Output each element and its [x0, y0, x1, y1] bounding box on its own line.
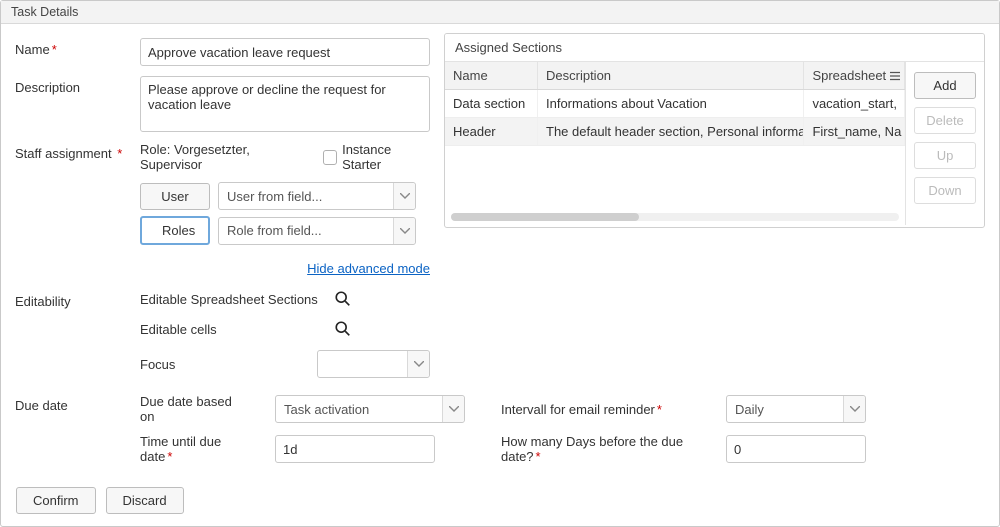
cell-desc: The default header section, Personal inf…: [538, 118, 804, 146]
spacer: [15, 261, 140, 265]
instance-starter-wrap: Instance Starter: [323, 142, 430, 172]
label-editability: Editability: [15, 290, 140, 309]
based-on-text: Task activation: [276, 402, 442, 417]
interval-select[interactable]: Daily: [726, 395, 866, 423]
time-until-label: Time until due date: [140, 434, 221, 464]
description-input[interactable]: Please approve or decline the request fo…: [140, 76, 430, 132]
cell-cols: vacation_start,: [804, 90, 905, 118]
cell-cols: First_name, Na: [804, 118, 905, 146]
cell-name: Header: [445, 118, 538, 146]
staff-user-row: User User from field...: [140, 182, 430, 210]
due-date-controls: Due date based on Task activation Interv…: [140, 394, 985, 464]
instance-starter-label: Instance Starter: [342, 142, 430, 172]
name-input[interactable]: [140, 38, 430, 66]
scroll-thumb[interactable]: [451, 213, 639, 221]
label-description: Description: [15, 76, 140, 95]
label-staff: Staff assignment *: [15, 142, 140, 161]
staff-controls: Role: Vorgesetzter, Supervisor Instance …: [140, 142, 430, 251]
table-row[interactable]: Header The default header section, Perso…: [445, 118, 905, 146]
based-on-select[interactable]: Task activation: [275, 395, 465, 423]
col-name[interactable]: Name: [445, 62, 538, 90]
delete-button[interactable]: Delete: [914, 107, 976, 134]
assigned-table: Name Description Spreadsheet Data sectio…: [445, 62, 905, 146]
interval-label: Intervall for email reminder: [501, 402, 655, 417]
panel-title: Task Details: [1, 1, 999, 24]
label-name-text: Name: [15, 42, 50, 57]
required-marker: *: [117, 146, 122, 161]
task-details-panel: Task Details Name* Description Please ap…: [0, 0, 1000, 527]
col-description[interactable]: Description: [538, 62, 804, 90]
up-button[interactable]: Up: [914, 142, 976, 169]
label-name: Name*: [15, 38, 140, 57]
chevron-down-icon[interactable]: [843, 396, 865, 422]
required-marker: *: [536, 449, 541, 464]
roles-button[interactable]: Roles: [140, 216, 210, 245]
row-advanced-link: Hide advanced mode: [15, 261, 985, 276]
staff-summary: Role: Vorgesetzter, Supervisor: [140, 142, 309, 172]
assigned-header-row: Name Description Spreadsheet: [445, 62, 905, 90]
assigned-sections-panel: Assigned Sections Name Description Sprea…: [444, 33, 985, 228]
editable-sections-label: Editable Spreadsheet Sections: [140, 292, 320, 307]
user-from-field-select[interactable]: User from field...: [218, 182, 416, 210]
discard-button[interactable]: Discard: [106, 487, 184, 514]
add-button[interactable]: Add: [914, 72, 976, 99]
column-menu-icon[interactable]: [887, 68, 903, 84]
time-until-label-wrap: Time until due date*: [140, 434, 255, 464]
horizontal-scrollbar[interactable]: [451, 213, 899, 221]
confirm-button[interactable]: Confirm: [16, 487, 96, 514]
time-until-input[interactable]: [275, 435, 435, 463]
interval-label-wrap: Intervall for email reminder*: [501, 402, 706, 417]
down-button[interactable]: Down: [914, 177, 976, 204]
footer-buttons: Confirm Discard: [16, 487, 184, 514]
search-icon[interactable]: [334, 320, 352, 338]
required-marker: *: [657, 402, 662, 417]
chevron-down-icon[interactable]: [442, 396, 464, 422]
cell-desc: Informations about Vacation: [538, 90, 804, 118]
label-due-date: Due date: [15, 394, 140, 413]
cell-name: Data section: [445, 90, 538, 118]
interval-text: Daily: [727, 402, 843, 417]
focus-select[interactable]: [317, 350, 430, 378]
assigned-table-wrap: Name Description Spreadsheet Data sectio…: [445, 62, 906, 225]
user-button[interactable]: User: [140, 183, 210, 210]
chevron-down-icon[interactable]: [407, 351, 429, 377]
chevron-down-icon[interactable]: [393, 183, 415, 209]
days-before-input[interactable]: [726, 435, 866, 463]
instance-starter-checkbox[interactable]: [323, 150, 337, 165]
user-from-field-text: User from field...: [219, 189, 393, 204]
assigned-body: Name Description Spreadsheet Data sectio…: [445, 62, 984, 225]
based-on-label: Due date based on: [140, 394, 255, 424]
days-before-label: How many Days before the due date?: [501, 434, 683, 464]
role-from-field-text: Role from field...: [219, 223, 393, 238]
chevron-down-icon[interactable]: [393, 218, 415, 244]
staff-roles-row: Roles Role from field...: [140, 216, 430, 245]
assigned-buttons: Add Delete Up Down: [906, 62, 984, 225]
assigned-sections-title: Assigned Sections: [445, 34, 984, 62]
row-editability: Editability Editable Spreadsheet Section…: [15, 290, 985, 378]
search-icon[interactable]: [334, 290, 352, 308]
label-staff-text: Staff assignment: [15, 146, 112, 161]
focus-label: Focus: [140, 357, 303, 372]
editability-controls: Editable Spreadsheet Sections Editable c…: [140, 290, 430, 378]
hide-advanced-mode-link[interactable]: Hide advanced mode: [307, 261, 430, 276]
days-before-label-wrap: How many Days before the due date?*: [501, 434, 706, 464]
required-marker: *: [167, 449, 172, 464]
row-due-date: Due date Due date based on Task activati…: [15, 394, 985, 464]
editable-cells-label: Editable cells: [140, 322, 320, 337]
role-from-field-select[interactable]: Role from field...: [218, 217, 416, 245]
table-row[interactable]: Data section Informations about Vacation…: [445, 90, 905, 118]
required-marker: *: [52, 42, 57, 57]
advanced-link-wrap: Hide advanced mode: [140, 261, 430, 276]
